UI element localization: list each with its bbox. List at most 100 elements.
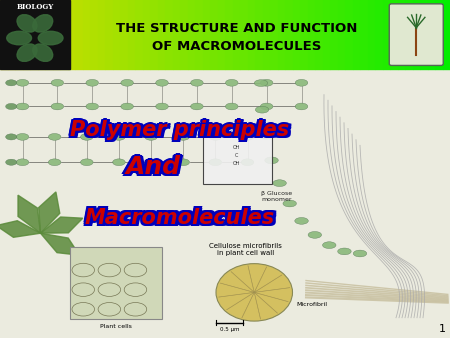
Polygon shape <box>39 192 60 233</box>
Ellipse shape <box>51 103 64 110</box>
Ellipse shape <box>295 79 308 86</box>
Text: And: And <box>123 154 178 178</box>
Ellipse shape <box>295 218 308 224</box>
Text: Polymer principles: Polymer principles <box>68 122 288 142</box>
Bar <box>158 0 166 69</box>
Ellipse shape <box>338 248 351 255</box>
Text: And: And <box>126 155 180 179</box>
Bar <box>143 0 150 69</box>
Bar <box>225 0 233 69</box>
Text: Cellulose microfibrils
in plant cell wall: Cellulose microfibrils in plant cell wal… <box>209 243 282 256</box>
Bar <box>428 0 436 69</box>
Bar <box>22 0 31 69</box>
Ellipse shape <box>191 79 203 86</box>
Bar <box>240 0 248 69</box>
Bar <box>323 0 330 69</box>
Bar <box>70 247 162 319</box>
Ellipse shape <box>191 103 203 110</box>
Bar <box>278 0 285 69</box>
Text: OH: OH <box>233 145 240 149</box>
Ellipse shape <box>145 134 158 140</box>
Text: Polymer principles: Polymer principles <box>73 120 292 140</box>
Ellipse shape <box>353 250 367 257</box>
Ellipse shape <box>209 134 222 140</box>
Text: Macromolecules: Macromolecules <box>87 207 277 226</box>
Bar <box>37 0 45 69</box>
Ellipse shape <box>177 134 189 140</box>
Bar <box>210 0 218 69</box>
Bar <box>315 0 323 69</box>
Text: THE STRUCTURE AND FUNCTION
OF MACROMOLECULES: THE STRUCTURE AND FUNCTION OF MACROMOLEC… <box>116 22 357 53</box>
Text: Polymer principles: Polymer principles <box>71 118 289 138</box>
Ellipse shape <box>121 103 133 110</box>
Ellipse shape <box>112 134 125 140</box>
Bar <box>105 0 113 69</box>
Text: Plant cells: Plant cells <box>100 324 132 329</box>
Bar <box>112 0 121 69</box>
Bar <box>338 0 346 69</box>
Text: Polymer principles: Polymer principles <box>68 119 288 139</box>
Polygon shape <box>40 217 83 233</box>
Ellipse shape <box>254 80 268 87</box>
Bar <box>292 0 301 69</box>
Ellipse shape <box>5 103 17 110</box>
Bar <box>420 0 428 69</box>
Ellipse shape <box>16 103 29 110</box>
Text: Macromolecules: Macromolecules <box>82 208 272 228</box>
Bar <box>375 0 383 69</box>
Bar <box>0 69 450 338</box>
Text: β Glucose
monomer: β Glucose monomer <box>261 191 292 202</box>
Text: And: And <box>128 157 183 181</box>
Bar <box>345 0 353 69</box>
Ellipse shape <box>33 15 53 32</box>
Ellipse shape <box>308 232 322 238</box>
Bar <box>435 0 443 69</box>
Bar <box>45 0 53 69</box>
Ellipse shape <box>255 106 269 113</box>
Bar <box>0 0 8 69</box>
Text: And: And <box>128 155 183 179</box>
Ellipse shape <box>145 159 158 166</box>
Text: Polymer principles: Polymer principles <box>72 122 292 142</box>
Bar <box>285 0 293 69</box>
Ellipse shape <box>156 103 168 110</box>
Bar <box>352 0 360 69</box>
Text: BIOLOGY: BIOLOGY <box>16 3 54 11</box>
Text: And: And <box>128 154 183 178</box>
Bar <box>233 0 240 69</box>
Text: Polymer principles: Polymer principles <box>71 120 289 140</box>
Bar <box>30 0 38 69</box>
Text: 1: 1 <box>438 324 446 334</box>
Ellipse shape <box>241 159 254 166</box>
Bar <box>60 0 68 69</box>
Text: Macromolecules: Macromolecules <box>87 210 277 230</box>
Ellipse shape <box>177 159 189 166</box>
Bar <box>270 0 278 69</box>
Text: Microfibril: Microfibril <box>296 303 327 307</box>
Bar <box>150 0 158 69</box>
FancyBboxPatch shape <box>389 4 443 66</box>
Ellipse shape <box>17 44 37 62</box>
Ellipse shape <box>16 134 29 140</box>
Ellipse shape <box>5 134 17 140</box>
Ellipse shape <box>16 159 29 166</box>
Bar <box>217 0 225 69</box>
Bar <box>8 0 15 69</box>
Text: Macromolecules: Macromolecules <box>83 210 273 230</box>
Bar <box>120 0 128 69</box>
Bar <box>248 0 256 69</box>
Bar <box>442 0 450 69</box>
Bar <box>165 0 173 69</box>
Ellipse shape <box>81 159 93 166</box>
Bar <box>195 0 203 69</box>
Bar <box>0 0 70 69</box>
Ellipse shape <box>81 134 93 140</box>
Ellipse shape <box>86 103 99 110</box>
Bar <box>53 0 60 69</box>
Text: Polymer principles: Polymer principles <box>72 119 292 139</box>
Ellipse shape <box>225 103 238 110</box>
Bar <box>262 0 270 69</box>
Ellipse shape <box>86 79 99 86</box>
Bar <box>360 0 368 69</box>
Bar <box>172 0 180 69</box>
